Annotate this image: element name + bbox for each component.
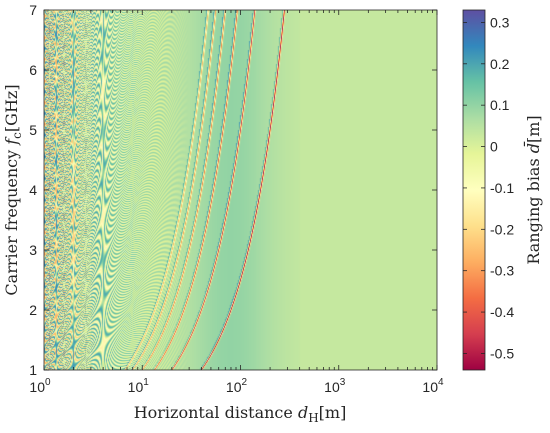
y-axis-ticks: 1 2 3 4 5 6 7	[29, 2, 437, 378]
y-axis-label: Carrier frequency fc[GHz]	[2, 84, 24, 295]
x-tick-label: 100	[29, 377, 51, 395]
x-tick-label-exp: 1	[143, 377, 149, 388]
colorbar-label-var: d̄	[522, 141, 543, 153]
x-tick-label-exp: 3	[340, 377, 346, 388]
y-axis-label-var: f	[2, 136, 21, 146]
x-tick-label-base: 10	[422, 379, 438, 395]
x-tick-label-exp: 2	[242, 377, 248, 388]
colorbar-label: Ranging bias d̄[m]	[522, 115, 543, 264]
colorbar	[462, 9, 486, 371]
colorbar-label-unit: [m]	[524, 115, 543, 143]
x-tick-label-exp: 4	[438, 377, 444, 388]
y-axis-label-sub: c	[10, 132, 24, 139]
x-tick-label-base: 10	[29, 379, 45, 395]
x-axis-label: Horizontal distance dH[m]	[134, 403, 347, 425]
y-tick-label: 3	[29, 242, 37, 258]
y-axis-label-unit: [GHz]	[2, 84, 21, 132]
x-axis-label-sub: H	[308, 411, 318, 425]
colorbar-tick-label: -0.1	[490, 180, 514, 196]
y-tick-label: 5	[29, 122, 37, 138]
x-tick-label: 101	[128, 377, 150, 395]
y-tick-label: 7	[29, 2, 37, 18]
y-tick-label: 4	[29, 182, 37, 198]
colorbar-tick-label: -0.4	[490, 304, 514, 320]
heatmap-image	[44, 10, 437, 370]
x-tick-label-base: 10	[324, 379, 340, 395]
colorbar-tick-label: 0.2	[490, 56, 510, 72]
x-axis-ticks: 100 101 102 103 104	[29, 10, 444, 395]
colorbar-tick-label: -0.3	[490, 263, 514, 279]
colorbar-label-prefix: Ranging bias	[524, 153, 543, 264]
x-axis-label-unit: [m]	[319, 403, 347, 422]
colorbar-tick-label: 0	[490, 139, 498, 155]
colorbar-ticks: 0.3 0.2 0.1 0 -0.1 -0.2 -0.3 -0.4 -0.5	[463, 14, 514, 361]
x-tick-label-exp: 0	[45, 377, 51, 388]
y-tick-label: 2	[29, 302, 37, 318]
colorbar-tick-label: -0.5	[490, 345, 514, 361]
x-tick-label-base: 10	[128, 379, 144, 395]
colorbar-tick-label: 0.3	[490, 14, 510, 30]
y-tick-label: 6	[29, 62, 37, 78]
x-tick-label-base: 10	[226, 379, 242, 395]
x-tick-label: 102	[226, 377, 248, 395]
x-tick-label: 103	[324, 377, 346, 395]
y-tick-label: 1	[29, 362, 37, 378]
x-tick-label: 104	[422, 377, 444, 395]
x-axis-label-var: d	[298, 403, 308, 422]
colorbar-tick-label: 0.1	[490, 97, 510, 113]
x-axis-label-prefix: Horizontal distance	[134, 403, 298, 422]
y-axis-label-prefix: Carrier frequency	[2, 145, 21, 296]
colorbar-tick-label: -0.2	[490, 221, 514, 237]
